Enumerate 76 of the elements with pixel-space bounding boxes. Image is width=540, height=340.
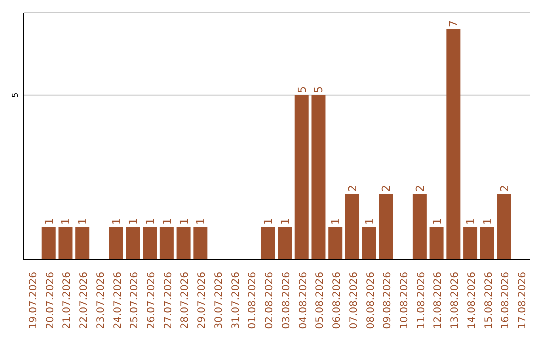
x-tick-label: 25.07.2026 [130,272,141,330]
bar [176,227,191,260]
x-tick-label: 28.07.2026 [180,272,192,330]
bar [261,227,276,260]
data-label: 1 [279,218,292,226]
bar [446,29,461,260]
bar [362,227,376,260]
bar [294,95,309,260]
data-label: 1 [60,218,73,226]
x-tick-label: 30.07.2026 [214,272,225,330]
data-label: 1 [262,218,276,226]
data-label: 1 [363,218,376,226]
bar [497,194,512,260]
x-tick-label: 14.08.2026 [466,272,478,330]
data-label: 5 [296,86,309,94]
x-tick-label: 26.07.2026 [146,272,158,330]
data-label: 1 [42,218,56,226]
x-tick-label: 27.07.2026 [163,272,174,330]
x-tick-label: 12.08.2026 [433,272,444,330]
data-label: 1 [194,218,208,226]
data-label: 1 [127,218,140,226]
x-tick-label: 20.07.2026 [45,272,56,330]
x-tick-label: 29.07.2026 [197,272,208,330]
data-label: 1 [430,218,444,226]
bar [412,194,427,260]
bar [76,227,90,260]
data-label: 1 [178,218,191,226]
data-label: 1 [160,218,174,226]
x-tick-label: 05.08.2026 [315,272,326,330]
bar [379,194,394,260]
bar [312,95,326,260]
bar [126,227,140,260]
x-tick-label: 16.08.2026 [500,272,512,330]
bar [464,227,478,260]
data-label: 2 [414,185,427,192]
bar [143,227,158,260]
bar [160,227,174,260]
bar [194,227,208,260]
bar [345,194,360,260]
bar [328,227,343,260]
data-label: 1 [76,218,90,226]
data-label: 1 [110,218,124,226]
x-tick-label: 02.08.2026 [264,272,276,330]
bar [58,227,73,260]
bar [42,227,56,260]
bar [109,227,124,260]
x-tick-label: 19.07.2026 [28,272,40,330]
x-tick-label: 15.08.2026 [484,272,495,330]
x-tick-label: 08.08.2026 [366,272,377,330]
x-tick-label: 21.07.2026 [62,272,74,330]
x-tick-label: 31.07.2026 [230,272,242,330]
x-tick-label: 23.07.2026 [96,272,107,330]
x-tick-label: 03.08.2026 [281,272,292,330]
x-tick-label: 11.08.2026 [416,272,428,330]
data-label: 1 [330,218,343,226]
x-tick-label: 07.08.2026 [348,272,360,330]
data-label: 5 [312,86,326,94]
bar [278,227,292,260]
data-label: 1 [144,218,158,226]
x-tick-label: 17.08.2026 [518,272,529,330]
data-label: 1 [481,218,494,226]
x-tick-label: 24.07.2026 [112,272,124,330]
data-label: 7 [448,20,461,28]
data-label: 2 [498,185,512,192]
x-tick-label: 06.08.2026 [332,272,344,330]
x-tick-label: 13.08.2026 [450,272,462,330]
data-label: 2 [346,185,360,192]
x-tick-label: 22.07.2026 [79,272,90,330]
data-label: 1 [464,218,478,226]
x-tick-label: 10.08.2026 [400,272,410,330]
bar [480,227,494,260]
x-tick-label: 01.08.2026 [248,272,259,330]
x-tick-label: 09.08.2026 [382,272,394,330]
bar [430,227,444,260]
x-tick-label: 04.08.2026 [298,272,310,330]
data-label: 2 [380,185,394,192]
